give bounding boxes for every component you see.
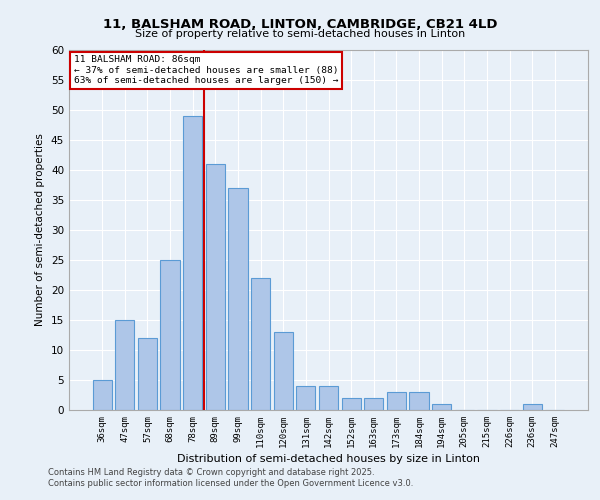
Bar <box>251 278 270 410</box>
Bar <box>409 392 428 410</box>
Bar <box>341 398 361 410</box>
Bar <box>206 164 225 410</box>
Bar <box>92 380 112 410</box>
Bar <box>523 404 542 410</box>
Bar <box>229 188 248 410</box>
Text: 11 BALSHAM ROAD: 86sqm
← 37% of semi-detached houses are smaller (88)
63% of sem: 11 BALSHAM ROAD: 86sqm ← 37% of semi-det… <box>74 56 338 85</box>
Bar <box>138 338 157 410</box>
Y-axis label: Number of semi-detached properties: Number of semi-detached properties <box>35 134 46 326</box>
Bar <box>319 386 338 410</box>
Text: Contains HM Land Registry data © Crown copyright and database right 2025.
Contai: Contains HM Land Registry data © Crown c… <box>48 468 413 487</box>
Text: Size of property relative to semi-detached houses in Linton: Size of property relative to semi-detach… <box>135 29 465 39</box>
Bar <box>274 332 293 410</box>
X-axis label: Distribution of semi-detached houses by size in Linton: Distribution of semi-detached houses by … <box>177 454 480 464</box>
Bar <box>432 404 451 410</box>
Text: 11, BALSHAM ROAD, LINTON, CAMBRIDGE, CB21 4LD: 11, BALSHAM ROAD, LINTON, CAMBRIDGE, CB2… <box>103 18 497 30</box>
Bar <box>160 260 180 410</box>
Bar <box>183 116 202 410</box>
Bar <box>115 320 134 410</box>
Bar <box>296 386 316 410</box>
Bar <box>387 392 406 410</box>
Bar <box>364 398 383 410</box>
